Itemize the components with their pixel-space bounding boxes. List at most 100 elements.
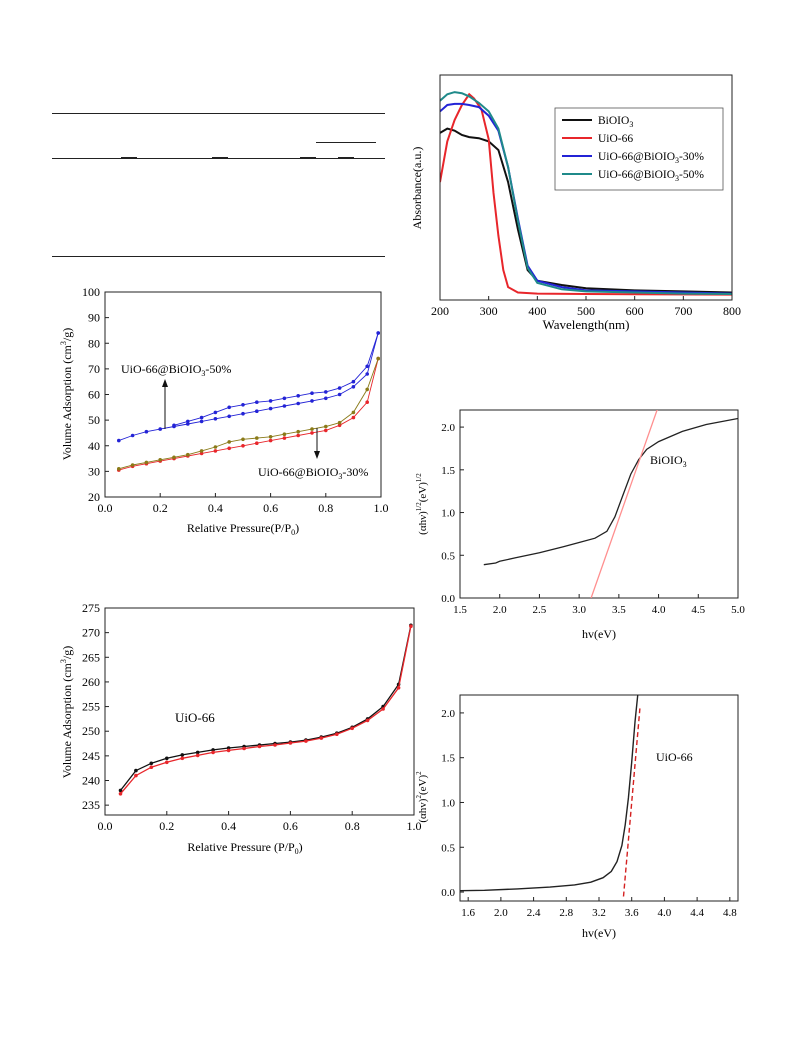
data-point: [296, 433, 300, 438]
plot-frame: [459, 694, 739, 902]
tauc-uio66-chart: 1.6 2.0 2.4 2.8 3.2 3.6 4.0 4.4 4.8 0.0 0.5 1.0 1.5…: [415, 694, 739, 940]
y-tick-label: 80: [88, 336, 100, 350]
y-tick-label: 90: [88, 311, 100, 325]
data-point: [310, 391, 314, 395]
data-point: [351, 410, 356, 415]
data-point: [213, 445, 218, 449]
x-tick-label: 2.0: [494, 907, 508, 919]
data-point: [268, 399, 273, 403]
bet-uio66-isotherm-chart: 0.0 0.2 0.4 0.6 0.8 1.0 235 240 245 250 255 260 265…: [59, 601, 422, 856]
data-point: [144, 460, 149, 465]
y-tick-label: 2.0: [441, 422, 455, 434]
data-point: [199, 415, 204, 420]
data-point: [409, 624, 413, 628]
data-point: [149, 761, 154, 766]
x-tick-label: 4.0: [652, 604, 666, 616]
annotation-uio66: UiO-66: [656, 750, 693, 764]
bet-composite-isotherm-chart: 0.0 0.2 0.4 0.6 0.8 1.0 20 30 40 50 60 70 80 90 100 R…: [59, 285, 389, 537]
x-tick-label: 1.0: [374, 501, 389, 515]
x-axis-label: hv(eV): [582, 926, 616, 940]
data-point: [241, 437, 245, 442]
data-point: [241, 411, 245, 416]
data-point: [296, 394, 300, 398]
y-tick-label: 255: [82, 700, 100, 714]
data-point: [172, 455, 176, 460]
y-tick-label: 240: [82, 774, 100, 788]
y-tick-label: 1.0: [441, 508, 455, 520]
data-point: [227, 446, 231, 451]
x-tick-label: 0.8: [318, 501, 333, 515]
data-point: [134, 768, 138, 773]
x-tick-label: 1.6: [461, 907, 475, 919]
data-point: [310, 399, 314, 403]
x-tick-label: 2.5: [533, 604, 547, 616]
series-line-0: [483, 417, 738, 566]
data-point: [165, 760, 169, 765]
data-point: [255, 400, 259, 404]
uvvis-absorbance-chart: 200 300 400 500 600 700 800 Wavelength(nm) Abs…: [410, 74, 741, 332]
y-tick-label: 0.5: [441, 842, 455, 854]
y-tick-label: 60: [88, 388, 100, 402]
data-point: [255, 409, 259, 413]
data-point: [227, 405, 231, 410]
data-point: [365, 718, 370, 723]
x-axis-label: Wavelength(nm): [542, 317, 629, 332]
data-point: [149, 765, 154, 769]
data-point: [211, 750, 215, 755]
y-tick-label: 1.5: [441, 753, 455, 765]
x-tick-label: 1.5: [453, 604, 467, 616]
data-point: [158, 427, 162, 431]
data-point: [304, 739, 308, 743]
y-tick-label: 250: [82, 724, 100, 738]
data-point: [199, 451, 204, 456]
data-point: [227, 414, 231, 419]
data-point: [186, 419, 190, 424]
legend-label: BiOIO3: [598, 115, 633, 129]
annotation-30: UiO-66@BiOIO3-30%: [258, 428, 368, 481]
y-axis-label: Absorbance(a.u.): [410, 147, 424, 230]
y-axis-label: Volume Adsorption (cm3/g): [59, 328, 74, 460]
x-tick-label: 600: [626, 304, 644, 318]
y-tick-label: 235: [82, 798, 100, 812]
data-point: [165, 756, 169, 761]
x-tick-label: 0.4: [208, 501, 223, 515]
table-top-rule: [52, 113, 385, 114]
data-point: [268, 406, 273, 411]
data-point: [365, 364, 370, 369]
y-tick-label: 265: [82, 650, 100, 664]
data-point: [241, 403, 245, 407]
data-point: [118, 792, 123, 796]
data-point: [273, 743, 277, 747]
legend-label: UiO-66@BiOIO3-30%: [598, 151, 704, 165]
x-tick-label: 400: [528, 304, 546, 318]
x-tick-label: 4.4: [690, 907, 704, 919]
data-point: [199, 449, 204, 453]
data-point: [282, 404, 287, 408]
data-point: [351, 379, 356, 384]
x-tick-label: 0.2: [159, 819, 174, 833]
data-point: [268, 438, 273, 443]
data-point: [186, 452, 190, 457]
data-point: [213, 417, 218, 421]
annotation-50: UiO-66@BiOIO3-50%: [121, 362, 231, 429]
y-tick-label: 0.0: [441, 887, 455, 899]
x-tick-label: 300: [480, 304, 498, 318]
data-point: [365, 372, 370, 376]
x-tick-label: 4.8: [723, 907, 737, 919]
data-point: [226, 748, 231, 753]
data-point: [213, 449, 218, 453]
data-point: [158, 458, 162, 462]
series-line-1: [120, 626, 412, 795]
y-tick-label: 260: [82, 675, 100, 689]
x-tick-label: 3.5: [612, 604, 626, 616]
series-line-1: [440, 92, 732, 296]
series-line-1: [622, 708, 641, 897]
x-tick-label: 0.6: [263, 501, 278, 515]
data-point: [324, 424, 328, 429]
data-point: [310, 431, 314, 435]
data-point: [257, 744, 262, 749]
data-point: [144, 429, 149, 434]
x-tick-label: 200: [431, 304, 449, 318]
data-point: [195, 750, 200, 755]
data-point: [324, 390, 328, 394]
